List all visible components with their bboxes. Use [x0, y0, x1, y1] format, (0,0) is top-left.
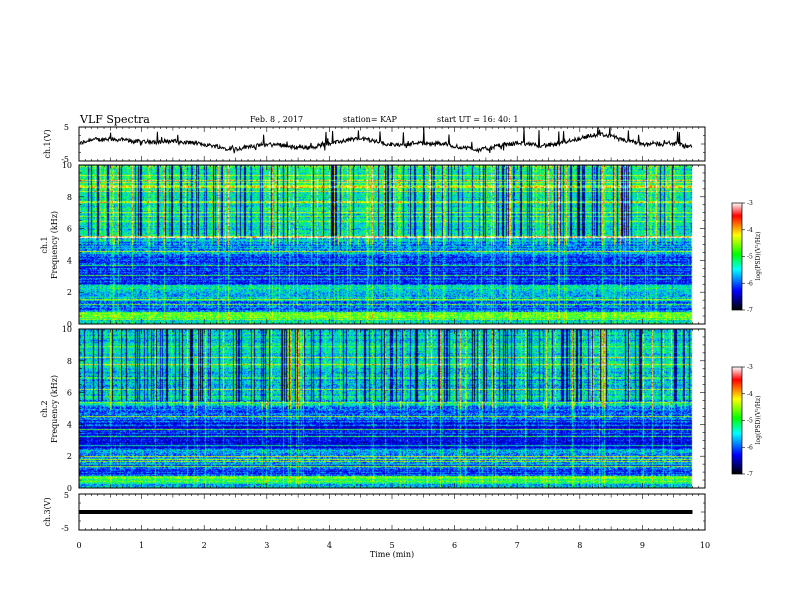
y-tick-label: 4 [67, 420, 72, 429]
ch1-colorbar-label: log(PSD)(V²/Hz) [755, 232, 762, 281]
ch2-frequency-ylabel: Frequency (kHz) [50, 375, 59, 443]
y-tick-label: 4 [67, 256, 72, 265]
time-axis-label: Time (min) [370, 550, 414, 559]
ch2-channel-label: ch.2 [40, 400, 49, 417]
colorbar-tick-label: -7 [747, 471, 753, 478]
y-tick-label: 6 [67, 225, 72, 234]
ch1-channel-label: ch.1 [40, 236, 49, 253]
y-tick-label: 8 [67, 357, 72, 366]
start-time-label: start UT = 16: 40: 1 [437, 115, 518, 124]
y-tick-label: 2 [67, 452, 72, 461]
figure-title: VLF Spectra [79, 113, 150, 126]
colorbar-tick-label: -3 [747, 364, 753, 371]
ch2-colorbar [731, 366, 743, 475]
x-tick-label: 1 [139, 541, 144, 550]
ch1-spectrogram-ticks: 0 2 4 6 8 10 [62, 161, 706, 329]
ch3-waveform-ticks [78, 493, 706, 531]
colorbar-tick-label: -4 [747, 227, 753, 234]
colorbar-tick-label: -5 [747, 254, 753, 261]
ch2-colorbar-ticks: -3 -4 -5 -6 -7 [742, 364, 753, 478]
x-tick-label: 7 [515, 541, 520, 550]
y-tick-label: 10 [62, 161, 72, 170]
colorbar-tick-label: -5 [747, 418, 753, 425]
x-tick-label: 10 [700, 541, 710, 550]
colorbar-tick-label: -3 [747, 200, 753, 207]
ch2-spectrogram-image [79, 329, 705, 488]
y-tick-label: 10 [62, 325, 72, 334]
time-axis-ticks: 0 1 2 3 4 5 6 7 8 9 10 [76, 541, 710, 550]
colorbar-tick-label: -6 [747, 280, 753, 287]
ch1-ytick-top: 5 [64, 123, 69, 132]
ch1-waveform-line [79, 127, 693, 154]
x-tick-label: 8 [577, 541, 582, 550]
ch1-ytick-bottom: -5 [61, 155, 69, 164]
x-tick-label: 0 [76, 541, 81, 550]
ch1-spectrogram-image [79, 165, 705, 324]
x-tick-label: 5 [389, 541, 394, 550]
ch1-waveform-panel: 5 -5 ch.1(V) [43, 123, 706, 164]
ch3-waveform-ylabel: ch.3(V) [43, 497, 52, 526]
colorbar-tick-label: -7 [747, 307, 753, 314]
y-tick-label: 8 [67, 193, 72, 202]
ch1-colorbar-ticks: -3 -4 -5 -6 -7 [742, 200, 753, 314]
ch1-waveform-ylabel: ch.1(V) [43, 129, 52, 158]
station-label: station= KAP [343, 115, 398, 124]
ch3-ytick-top: 5 [64, 491, 69, 500]
y-tick-label: 0 [67, 484, 72, 493]
y-tick-label: 2 [67, 288, 72, 297]
x-tick-label: 3 [264, 541, 269, 550]
ch3-waveform-panel: 5 -5 ch.3(V) [43, 491, 706, 533]
ch3-ytick-bottom: -5 [61, 524, 69, 533]
y-tick-label: 0 [67, 320, 72, 329]
colorbar-tick-label: -6 [747, 444, 753, 451]
x-tick-label: 2 [202, 541, 207, 550]
ch1-waveform-ticks [78, 126, 706, 162]
ch2-spectrogram-ticks: 0 2 4 6 8 10 [62, 325, 706, 493]
colorbar-tick-label: -4 [747, 391, 753, 398]
ch2-colorbar-label: log(PSD)(V²/Hz) [755, 396, 762, 445]
x-tick-label: 6 [452, 541, 457, 550]
y-tick-label: 6 [67, 389, 72, 398]
ch1-frequency-ylabel: Frequency (kHz) [50, 211, 59, 279]
recording-date: Feb. 8 , 2017 [250, 115, 303, 124]
x-tick-label: 9 [640, 541, 645, 550]
x-tick-label: 4 [327, 541, 332, 550]
ch1-colorbar [731, 202, 743, 311]
